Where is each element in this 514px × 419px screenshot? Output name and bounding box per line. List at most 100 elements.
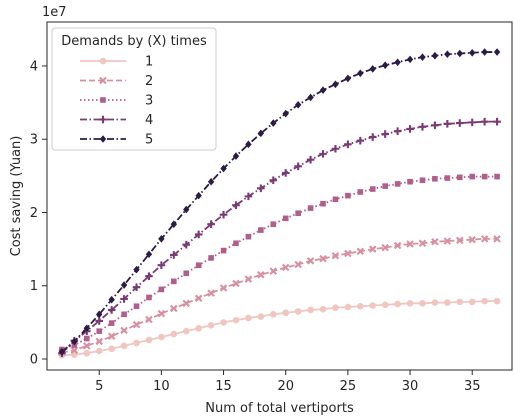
data-point: [95, 347, 103, 355]
legend-marker: [99, 115, 107, 124]
data-point: [444, 175, 451, 181]
data-point: [480, 235, 489, 243]
legend-title: Demands by (X) times: [61, 34, 207, 49]
legend-label: 2: [145, 74, 153, 89]
data-point: [481, 173, 488, 180]
data-point: [319, 305, 327, 313]
y-axis-label: Cost saving (Yuan): [9, 136, 24, 257]
y-tick-label: 4: [30, 59, 38, 74]
x-tick-label: 15: [215, 379, 232, 394]
data-point: [431, 51, 439, 60]
data-point: [257, 313, 265, 320]
data-point: [170, 251, 178, 259]
data-point: [357, 189, 364, 195]
data-point: [418, 239, 427, 247]
data-point: [469, 173, 476, 180]
data-point: [107, 332, 116, 341]
data-point: [468, 298, 476, 306]
y-tick-label: 0: [30, 353, 38, 368]
data-point: [345, 192, 351, 199]
data-point: [108, 295, 115, 304]
x-axis-label: Num of total vertiports: [205, 401, 354, 416]
legend-item: 3: [80, 94, 153, 109]
data-point: [133, 303, 140, 310]
data-point: [306, 257, 315, 265]
data-point: [494, 173, 500, 180]
series-5: [58, 48, 501, 356]
data-point: [120, 326, 128, 335]
y-tick-label: 3: [30, 133, 38, 148]
data-point: [320, 200, 326, 207]
data-point: [244, 192, 253, 201]
data-point: [170, 220, 178, 229]
data-point: [170, 330, 178, 338]
data-point: [431, 121, 439, 130]
legend-item: 5: [80, 133, 153, 148]
data-point: [170, 304, 178, 313]
data-point: [406, 125, 414, 133]
x-tick-label: 10: [153, 379, 170, 394]
data-point: [95, 337, 103, 346]
data-point: [258, 227, 264, 233]
data-point: [96, 310, 103, 319]
data-point: [344, 249, 352, 258]
data-point: [294, 308, 302, 315]
legend-label: 1: [145, 55, 153, 70]
data-point: [480, 117, 489, 126]
data-point: [381, 130, 389, 138]
data-point: [443, 120, 452, 128]
data-point: [171, 278, 177, 285]
data-point: [83, 335, 90, 342]
data-point: [307, 205, 314, 211]
legend-items: 1 2 3 4 5: [80, 55, 153, 148]
legend-box: [51, 27, 217, 151]
data-point: [58, 347, 66, 356]
data-point: [468, 118, 477, 127]
data-point: [70, 346, 79, 354]
data-point: [406, 300, 414, 307]
data-point: [83, 342, 91, 350]
data-point: [381, 61, 389, 70]
data-point: [182, 240, 191, 249]
legend-item: 4: [80, 113, 153, 128]
data-point: [444, 299, 451, 306]
data-point: [344, 74, 352, 83]
data-point: [207, 289, 215, 297]
x-axis-ticks: 5 10 15 20 25 30 35: [95, 370, 480, 394]
legend-item: 1: [80, 55, 153, 70]
data-point: [96, 328, 103, 334]
data-point: [95, 317, 104, 325]
data-point: [332, 304, 339, 312]
data-point: [158, 333, 165, 341]
data-point: [456, 49, 463, 58]
data-point: [356, 247, 365, 256]
data-point: [406, 55, 414, 64]
data-point: [319, 150, 327, 158]
data-point: [157, 261, 166, 270]
data-point: [394, 181, 401, 187]
data-point: [481, 297, 488, 305]
data-point: [133, 339, 140, 347]
data-point: [356, 136, 365, 145]
data-point: [269, 176, 278, 185]
data-point: [468, 235, 476, 244]
data-point: [220, 247, 227, 254]
legend-label: 3: [145, 94, 153, 109]
data-point: [368, 133, 377, 141]
data-point: [245, 233, 252, 240]
data-point: [357, 302, 364, 310]
data-point: [332, 196, 339, 203]
data-point: [120, 342, 128, 350]
data-point: [207, 322, 215, 329]
data-point: [245, 314, 252, 322]
data-point: [369, 186, 376, 192]
data-point: [182, 299, 190, 308]
data-point: [245, 140, 252, 149]
data-point: [71, 337, 78, 346]
data-point: [406, 240, 414, 248]
data-point: [481, 48, 488, 56]
data-point: [145, 315, 153, 324]
data-point: [157, 309, 166, 318]
data-point: [469, 48, 476, 57]
